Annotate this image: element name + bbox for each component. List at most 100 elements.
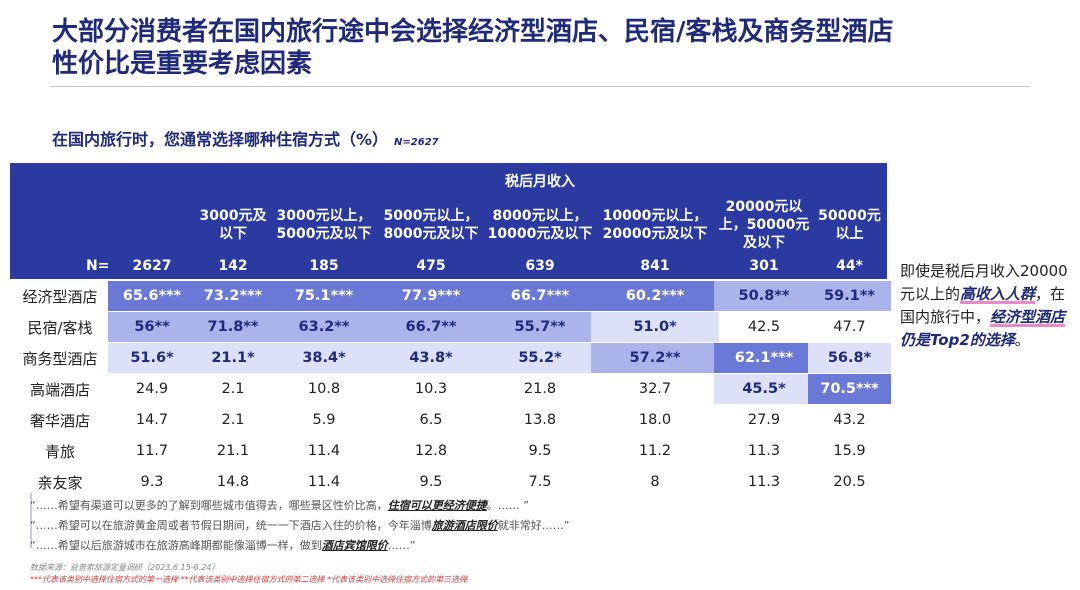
table-cell: 59.1**: [808, 281, 891, 311]
table-cell: 9.5: [528, 443, 552, 459]
row-label-1: 民宿/客栈: [27, 319, 93, 337]
column-header-1: 3000元及以下: [199, 208, 267, 242]
column-header-7: 50000元以上: [818, 208, 881, 242]
column-n-7: 44*: [836, 258, 863, 274]
income-header: 税后月收入: [505, 174, 575, 190]
table-cell: 15.9: [833, 443, 866, 459]
table-cell: 65.6***: [108, 281, 196, 311]
quote-2-end: 就非常好……”: [497, 519, 570, 532]
table-cell: 71.8**: [191, 312, 275, 342]
table-cell: 10.3: [414, 381, 448, 397]
table-cell: 14.8: [216, 474, 250, 490]
table-cell: 11.3: [747, 474, 781, 490]
note-highlight-budget-hotel: 经济型酒店: [990, 308, 1066, 326]
table-cell: 2.1: [221, 412, 245, 428]
table-cell: 11.4: [307, 443, 341, 459]
table-subtitle: 在国内旅行时，您通常选择哪种住宿方式（%） N=2627: [52, 126, 439, 150]
table-cell: 10.8: [307, 381, 341, 397]
quote-3: “……希望以后旅游城市在旅游高峰期都能像淄博一样，做到酒店宾馆限价……”: [30, 537, 690, 553]
quote-1-text: “……希望有渠道可以更多的了解到哪些城市值得去，哪些景区性价比高，: [30, 499, 388, 512]
table-cell: 20.5: [833, 474, 866, 490]
significance-legend: ***代表该类别中选择住宿方式的第一选择 **代表该类别中选择住宿方式的第二选择…: [30, 575, 468, 584]
sample-size: N=2627: [394, 137, 439, 148]
table-cell: 5.9: [312, 412, 336, 428]
table-cell: 73.2***: [191, 281, 275, 311]
table-cell: 51.6*: [108, 343, 196, 373]
table-cell: 63.2**: [268, 312, 380, 342]
table-cell: 70.5***: [808, 374, 891, 404]
table-cell: 50.8**: [714, 281, 814, 311]
quote-1-emphasis: 住宿可以更经济便捷: [387, 499, 487, 512]
subtitle-text: 在国内旅行时，您通常选择哪种住宿方式（%）: [52, 130, 389, 149]
page-title: 大部分消费者在国内旅行途中会选择经济型酒店、民宿/客栈及商务型酒店 性价比是重要…: [52, 16, 1032, 80]
table-cell: 55.7**: [482, 312, 598, 342]
quote-3-emphasis: 酒店宾馆限价: [321, 539, 388, 552]
table-cell: 11.7: [135, 443, 169, 459]
quote-1-end: 。…… ”: [486, 499, 529, 512]
table-cell: 27.9: [747, 412, 781, 428]
column-header-6: 20000元以上，50000元及以下: [718, 199, 810, 251]
table-cell: 24.9: [135, 381, 169, 397]
table-cell: 21.8: [523, 381, 557, 397]
column-n-3: 475: [416, 258, 446, 274]
table-cell: 21.1*: [191, 343, 275, 373]
title-line-1: 大部分消费者在国内旅行途中会选择经济型酒店、民宿/客栈及商务型酒店: [52, 17, 894, 47]
note-text-2: ，在国内旅行中，: [900, 285, 1066, 326]
quote-1: “……希望有渠道可以更多的了解到哪些城市值得去，哪些景区性价比高，住宿可以更经济…: [30, 497, 690, 513]
table-cell: 77.9***: [374, 281, 488, 311]
table-cell: 32.7: [638, 381, 672, 397]
table-cell: 9.3: [140, 474, 164, 490]
column-n-0: 2627: [132, 258, 172, 274]
column-n-2: 185: [309, 258, 339, 274]
column-n-4: 639: [525, 258, 555, 274]
quote-3-text: “……希望以后旅游城市在旅游高峰期都能像淄博一样，做到: [30, 539, 322, 552]
table-cell: 11.4: [307, 474, 341, 490]
table-cell: 51.0*: [591, 312, 719, 342]
table-cell: 57.2**: [591, 343, 719, 373]
table-cell: 66.7***: [482, 281, 598, 311]
table-cell: 7.5: [528, 474, 552, 490]
table-cell: 56.8*: [808, 343, 891, 373]
table-cell: 2.1: [221, 381, 245, 397]
table-cell: 43.8*: [374, 343, 488, 373]
quote-bar: [30, 493, 32, 548]
table-cell: 42.5: [747, 319, 781, 335]
column-n-1: 142: [218, 258, 248, 274]
table-cell: 6.5: [419, 412, 443, 428]
quote-2-text: “……希望可以在旅游黄金周或者节假日期间，统一一下酒店入住的价格，今年淄博: [30, 519, 432, 532]
data-source: 数据来源：益普索旅游定量调研（2023.6.15-6.24）: [30, 563, 220, 572]
note-text-end: 。: [1014, 331, 1030, 349]
title-line-2: 性价比是重要考虑因素: [52, 49, 313, 79]
column-n-6: 301: [749, 258, 779, 274]
quote-3-end: ……”: [387, 539, 416, 552]
table-header-band: [10, 163, 887, 279]
table-cell: 47.7: [833, 319, 866, 335]
column-header-0: [112, 196, 192, 254]
table-cell: 9.5: [419, 474, 443, 490]
table-cell: 11.2: [638, 443, 672, 459]
row-label-6: 亲友家: [37, 474, 83, 492]
table-cell: 12.8: [414, 443, 448, 459]
column-header-3: 5000元以上，8000元及以下: [383, 208, 479, 242]
quote-2-emphasis: 旅游酒店限价: [431, 519, 498, 532]
table-cell: 62.1***: [714, 343, 814, 373]
table-cell: 13.8: [523, 412, 557, 428]
quote-2: “……希望可以在旅游黄金周或者节假日期间，统一一下酒店入住的价格，今年淄博旅游酒…: [30, 517, 690, 533]
table-cell: 45.5*: [714, 374, 814, 404]
table-cell: 56**: [108, 312, 196, 342]
note-highlight-high-income: 高收入人群: [960, 285, 1036, 303]
table-cell: 21.1: [216, 443, 250, 459]
column-header-5: 10000元以上，20000元及以下: [602, 208, 708, 242]
table-cell: 18.0: [638, 412, 672, 428]
column-header-2: 3000元以上，5000元及以下: [276, 208, 372, 242]
row-label-0: 经济型酒店: [22, 288, 98, 306]
table-cell: 60.2***: [591, 281, 719, 311]
table-cell: 55.2*: [482, 343, 598, 373]
note-text-top2: 仍是Top2的选择: [900, 331, 1015, 349]
row-label-5: 青旅: [44, 443, 75, 461]
column-n-5: 841: [640, 258, 670, 274]
table-cell: 11.3: [747, 443, 781, 459]
title-divider: [50, 86, 1030, 87]
table-cell: 66.7**: [374, 312, 488, 342]
note-text-1: 即使是税后月收入20000元以上的: [900, 262, 1068, 303]
